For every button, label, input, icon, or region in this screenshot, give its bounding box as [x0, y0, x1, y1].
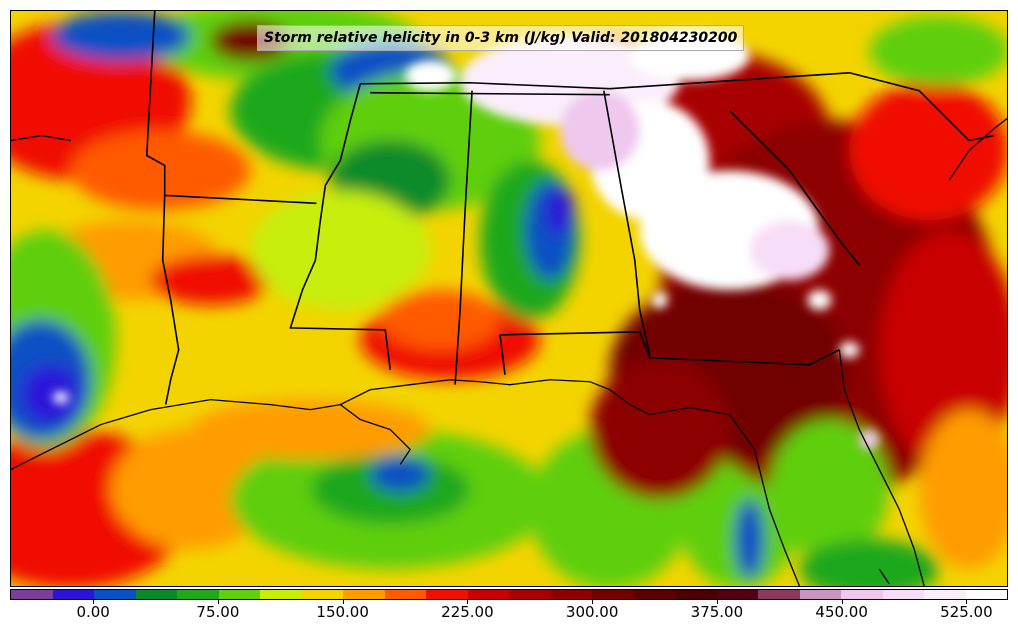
colorbar-swatch: [384, 590, 426, 599]
colorbar-swatch: [924, 590, 966, 599]
colorbar-tick: [966, 600, 968, 604]
colorbar-swatch: [260, 590, 302, 599]
helicity-field: [11, 11, 1007, 586]
colorbar-tick-label: 375.00: [690, 603, 744, 621]
colorbar-swatch: [218, 590, 260, 599]
colorbar-swatch: [675, 590, 717, 599]
colorbar-tick: [716, 600, 718, 604]
colorbar-ticks: 0.00 75.00 150.00 225.00 300.00 375.00 450.00 5…: [10, 600, 1008, 633]
colorbar-swatch: [758, 590, 800, 599]
colorbar-swatch: [343, 590, 385, 599]
helicity-map: [11, 11, 1007, 586]
colorbar-tick: [217, 600, 219, 604]
colorbar-tick: [592, 600, 594, 604]
colorbar-swatch: [509, 590, 551, 599]
colorbar-swatch: [426, 590, 468, 599]
colorbar-swatch: [301, 590, 343, 599]
colorbar-swatch: [882, 590, 924, 599]
colorbar-swatch: [716, 590, 758, 599]
coastline: [11, 118, 1007, 586]
colorbar: [10, 589, 1008, 600]
colorbar-tick-label: 75.00: [196, 603, 240, 621]
colorbar-swatch: [841, 590, 883, 599]
colorbar-swatch: [11, 590, 53, 599]
colorbar-swatch: [177, 590, 219, 599]
colorbar-tick-label: 225.00: [441, 603, 494, 621]
colorbar-tick: [467, 600, 469, 604]
colorbar-tick: [841, 600, 843, 604]
map-title: Storm relative helicity in 0-3 km (J/kg)…: [257, 25, 745, 51]
colorbar-swatch: [965, 590, 1007, 599]
colorbar-tick-label: 525.00: [940, 603, 993, 621]
colorbar-swatch: [52, 590, 94, 599]
colorbar-swatch: [467, 590, 509, 599]
colorbar-tick-label: 150.00: [316, 603, 369, 621]
colorbar-tick-label: 0.00: [76, 603, 110, 621]
colorbar-swatch: [799, 590, 841, 599]
colorbar-swatch: [633, 590, 675, 599]
colorbar-swatch: [135, 590, 177, 599]
boundaries: [145, 11, 995, 405]
colorbar-tick: [342, 600, 344, 604]
colorbar-swatch: [592, 590, 634, 599]
colorbar-swatch: [94, 590, 136, 599]
map-panel: Storm relative helicity in 0-3 km (J/kg)…: [10, 10, 1008, 587]
colorbar-tick: [93, 600, 95, 604]
colorbar-tick-label: 450.00: [815, 603, 868, 621]
colorbar-tick-label: 300.00: [565, 603, 619, 621]
colorbar-swatch: [550, 590, 592, 599]
